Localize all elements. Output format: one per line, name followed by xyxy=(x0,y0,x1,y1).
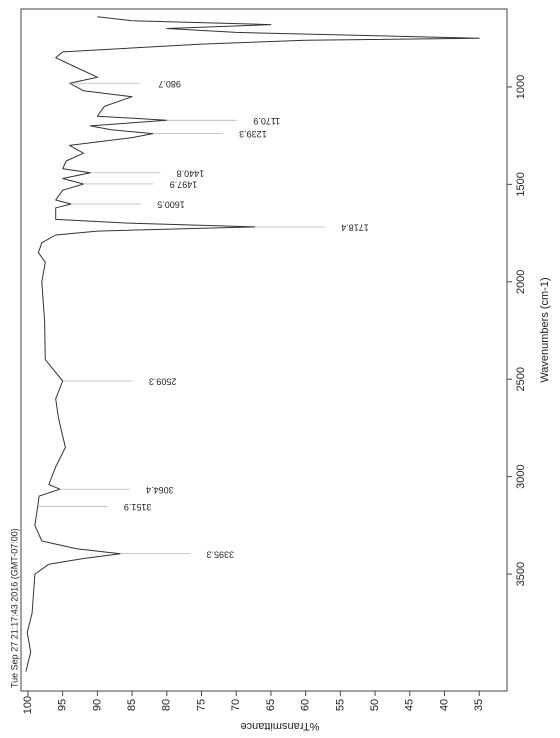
y-tick-label: 85 xyxy=(126,699,138,711)
peak-label: 3064.4 xyxy=(146,485,174,495)
y-tick-label: 90 xyxy=(91,699,103,711)
peak-label: 3395.3 xyxy=(207,549,235,559)
x-tick-label: 2500 xyxy=(515,367,527,391)
y-tick-label: 95 xyxy=(57,699,69,711)
y-tick-label: 75 xyxy=(195,699,207,711)
peak-label: 1497.9 xyxy=(170,180,198,190)
peak-label: 1718.4 xyxy=(341,223,369,233)
y-axis-title: %Transmittance xyxy=(240,720,319,732)
x-tick-label: 1000 xyxy=(515,75,527,99)
y-tick-label: 70 xyxy=(230,699,242,711)
y-tick-label: 35 xyxy=(473,699,485,711)
x-tick-label: 1500 xyxy=(515,172,527,196)
x-tick-label: 3000 xyxy=(515,464,527,488)
peak-label: 3151.9 xyxy=(124,502,152,512)
y-tick-label: 50 xyxy=(369,699,381,711)
peak-label: 980.7 xyxy=(158,79,181,89)
peak-label: 1600.5 xyxy=(157,200,185,210)
y-tick-label: 65 xyxy=(265,699,277,711)
timestamp: Tue Sep 27 21:17:43 2016 (GMT-07:00) xyxy=(9,528,19,688)
y-tick-label: 40 xyxy=(438,699,450,711)
y-tick-label: 80 xyxy=(161,699,173,711)
x-tick-label: 2000 xyxy=(515,270,527,294)
x-tick-label: 3500 xyxy=(515,562,527,586)
peak-label: 1170.9 xyxy=(253,116,280,126)
spectrum-line xyxy=(25,16,480,672)
x-axis-title: Wavenumbers (cm-1) xyxy=(539,277,551,382)
y-tick-label: 60 xyxy=(300,699,312,711)
y-tick-label: 55 xyxy=(334,699,346,711)
peak-label: 1239.3 xyxy=(239,129,267,139)
peak-label: 2509.3 xyxy=(149,377,177,387)
peak-label: 1440.8 xyxy=(177,168,205,178)
y-tick-label: 100 xyxy=(22,696,34,714)
plot-frame xyxy=(20,8,508,692)
y-tick-label: 45 xyxy=(404,699,416,711)
